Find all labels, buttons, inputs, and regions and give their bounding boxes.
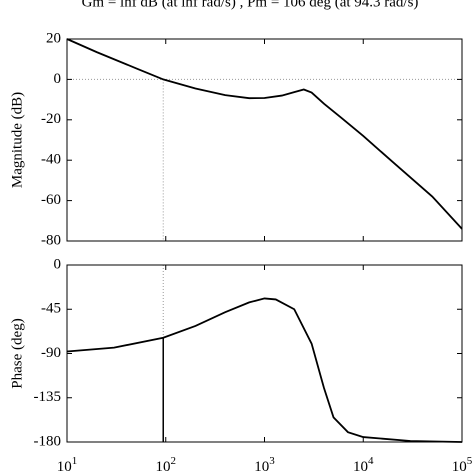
x-tick-base: 10 (353, 459, 368, 474)
x-tick-label: 103 (254, 455, 275, 474)
x-tick-base: 10 (452, 459, 467, 474)
y-axis-label: Magnitude (dB) (9, 92, 25, 188)
x-tick-exponent: 4 (368, 455, 374, 467)
x-tick-exponent: 5 (467, 455, 473, 467)
x-tick-exponent: 1 (72, 455, 78, 467)
y-tick-label: -135 (34, 389, 62, 405)
x-tick-exponent: 3 (269, 455, 275, 467)
y-tick-label: -40 (41, 152, 61, 168)
y-tick-label: 0 (54, 71, 62, 87)
y-tick-label: -20 (41, 111, 61, 127)
y-tick-label: -90 (41, 345, 61, 361)
y-tick-label: -180 (34, 433, 62, 449)
x-tick-base: 10 (57, 459, 72, 474)
x-tick-base: 10 (254, 459, 269, 474)
x-tick-exponent: 2 (171, 455, 177, 467)
y-axis-label: Phase (deg) (9, 318, 25, 388)
x-tick-label: 104 (353, 455, 374, 474)
curve (66, 38, 463, 230)
chart-title: Gm = inf dB (at inf rad/s) , Pm = 106 de… (82, 0, 419, 10)
y-tick-label: -80 (41, 232, 61, 248)
x-tick-label: 105 (452, 455, 473, 474)
y-tick-label: 20 (46, 30, 61, 46)
x-tick-base: 10 (156, 459, 171, 474)
curve (66, 297, 463, 443)
y-tick-label: -45 (41, 301, 61, 317)
axis-box (66, 38, 463, 242)
x-tick-label: 102 (156, 455, 177, 474)
x-tick-label: 101 (57, 455, 78, 474)
y-tick-label: 0 (54, 256, 62, 272)
axis-box (66, 264, 463, 443)
y-tick-label: -60 (41, 192, 61, 208)
